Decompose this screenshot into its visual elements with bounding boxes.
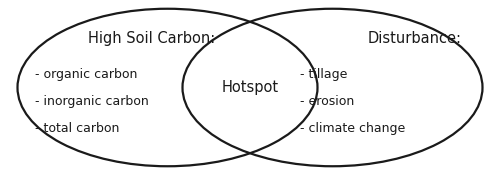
Text: - inorganic carbon: - inorganic carbon	[35, 95, 149, 108]
Text: - organic carbon: - organic carbon	[35, 68, 138, 81]
Text: - total carbon: - total carbon	[35, 122, 119, 135]
Text: Hotspot: Hotspot	[222, 80, 278, 95]
Text: Disturbance:: Disturbance:	[368, 31, 462, 46]
Text: - tillage: - tillage	[300, 68, 348, 81]
Text: High Soil Carbon:: High Soil Carbon:	[88, 31, 215, 46]
Text: - erosion: - erosion	[300, 95, 354, 108]
Text: - climate change: - climate change	[300, 122, 405, 135]
